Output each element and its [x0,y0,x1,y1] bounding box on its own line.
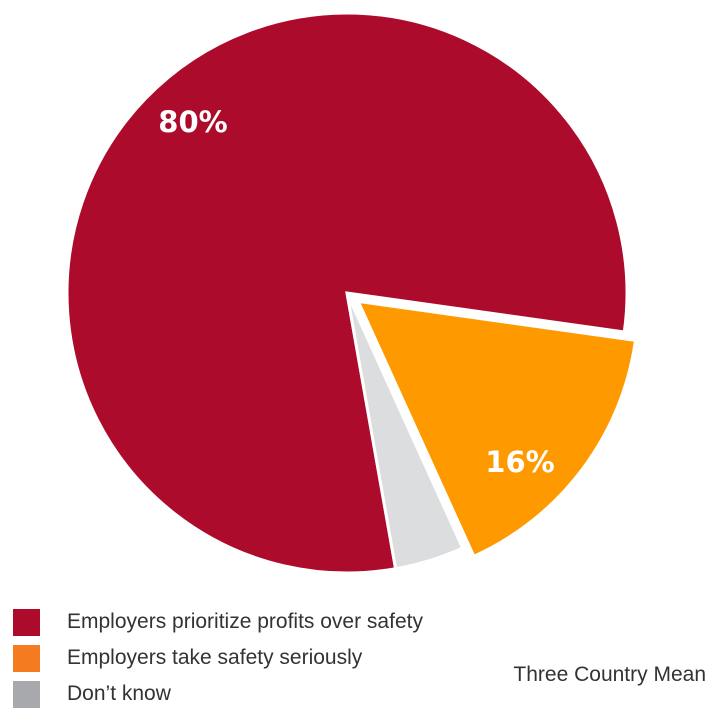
legend-item-safety: Employers take safety seriously [13,640,423,676]
footnote: Three Country Mean [513,663,706,686]
legend-swatch-dont-know [13,680,40,708]
legend-swatch-safety [13,644,40,672]
legend-swatch-profits [13,608,40,636]
legend-item-profits: Employers prioritize profits over safety [13,604,423,640]
slice-dont-know [345,292,465,571]
legend: Employers prioritize profits over safety… [13,604,423,712]
legend-item-dont-know: Don’t know [13,676,423,712]
data-label-safety: 16% [485,445,554,479]
legend-label-profits: Employers prioritize profits over safety [67,610,423,633]
legend-label-safety: Employers take safety seriously [67,646,363,669]
data-label-profits: 80% [158,105,227,139]
pie-chart: 80% 16% [65,11,638,575]
legend-label-dont-know: Don’t know [67,682,171,705]
slice-safety [355,299,638,559]
